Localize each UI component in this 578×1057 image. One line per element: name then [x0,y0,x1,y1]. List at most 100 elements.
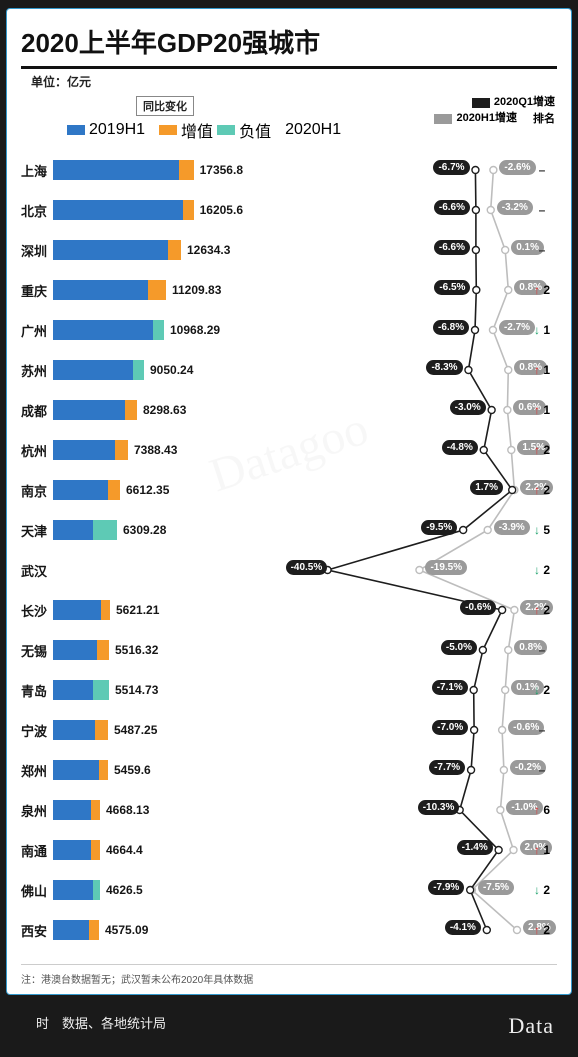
data-row: 武汉-40.5%-19.5%↓ 2 [21,550,557,590]
spark-cell: -10.3%-1.0% [321,790,531,830]
rank-change: ↓ 2 [527,683,557,697]
spark-cell: -4.1%2.8% [321,910,531,950]
rank-change: ↑ 2 [527,603,557,617]
spark-cell: -6.8%-2.7% [321,310,531,350]
bar-base [53,200,183,220]
bar-delta [125,400,137,420]
bar-value: 4626.5 [106,883,143,897]
city-label: 长沙 [21,601,53,620]
rank-change: ↑ 2 [527,283,557,297]
q1-pill: -7.9% [428,880,464,895]
data-row: 长沙5621.21-0.6%2.2%↑ 2 [21,590,557,630]
bar: 10968.29 [53,320,243,340]
footnote: 注：港澳台数据暂无；武汉暂未公布2020年具体数据 [21,964,557,986]
bar: 7388.43 [53,440,243,460]
legend-change-box: 同比变化 [136,96,194,116]
spark-cell: -7.9% -7.5% [321,870,531,910]
bar-value: 6309.28 [123,523,166,537]
bar-value: 16205.6 [200,203,243,217]
city-label: 泉州 [21,801,53,820]
rank-change: ↑ 6 [527,803,557,817]
bar: 6612.35 [53,480,243,500]
spark-cell: -6.6%0.1% [321,230,531,270]
q1-pill: -6.6% [434,200,470,215]
bar-base [53,320,153,340]
footer-source: 时 数据、各地统计局 [36,1013,166,1039]
city-label: 郑州 [21,761,53,780]
bar: 4664.4 [53,840,243,860]
spark-cell: -5.0%0.8% [321,630,531,670]
legend-2020h1: 2020H1 [285,121,341,139]
bar-value: 4668.13 [106,803,149,817]
bar-delta [108,480,120,500]
city-label: 宁波 [21,721,53,740]
bar: 4626.5 [53,880,243,900]
bar-delta [148,280,166,300]
swatch-h1 [434,114,452,124]
rank-change: ↑ 1 [527,403,557,417]
data-row: 宁波5487.25-7.0%-0.6%– [21,710,557,750]
bar-delta [91,840,100,860]
bar-delta [97,640,109,660]
q1-pill: -7.0% [432,720,468,735]
bar-delta [93,680,109,700]
bar: 5516.32 [53,640,243,660]
q1-pill: -0.6% [460,600,496,615]
swatch-gain [159,125,177,135]
bar-value: 11209.83 [172,283,221,297]
data-row: 重庆11209.83-6.5%0.8%↑ 2 [21,270,557,310]
rows-container: 上海17356.8-6.7%-2.6%–北京16205.6-6.6%-3.2%–… [21,150,557,950]
q1-pill: -8.3% [426,360,462,375]
bar: 16205.6 [53,200,243,220]
q1-pill: -9.5% [421,520,457,535]
h1-pill: -19.5% [425,560,467,575]
bar-base [53,280,148,300]
q1-pill: -40.5% [286,560,328,575]
legend-h1: 2020H1增速 [456,111,517,126]
data-row: 西安4575.09-4.1%2.8%↑ 2 [21,910,557,950]
rank-change: ↓ 1 [527,323,557,337]
bar-value: 4664.4 [106,843,143,857]
city-label: 南通 [21,841,53,860]
bar-delta [179,160,193,180]
city-label: 成都 [21,401,53,420]
spark-cell: 1.7%2.2% [321,470,531,510]
rank-change: ↑ 1 [527,843,557,857]
bar-base [53,480,108,500]
q1-pill: -10.3% [418,800,460,815]
data-row: 南通4664.4-1.4%2.0%↑ 1 [21,830,557,870]
data-row: 佛山4626.5-7.9%-7.5%↓ 2 [21,870,557,910]
bar: 4668.13 [53,800,243,820]
rank-change: ↑ 2 [527,443,557,457]
swatch-q1 [472,98,490,108]
bar: 6309.28 [53,520,243,540]
bar-delta [133,360,144,380]
data-row: 郑州5459.6-7.7%-0.2%– [21,750,557,790]
bar-base [53,880,93,900]
spark-cell: -6.7%-2.6% [321,150,531,190]
legend-q1: 2020Q1增速 [494,95,555,110]
legend-area: 同比变化 2019H1 增值 负值 2020H1 2020Q1增速 2020H1… [21,96,557,142]
swatch-loss [217,125,235,135]
q1-pill: -4.8% [442,440,478,455]
city-label: 广州 [21,321,53,340]
h1-pill: -3.9% [494,520,530,535]
rank-change: – [527,203,557,217]
legend-loss: 负值 [239,118,271,142]
bar: 5459.6 [53,760,243,780]
spark-cell: -9.5% -3.9% [321,510,531,550]
bar-delta [153,320,164,340]
q1-pill: -7.7% [429,760,465,775]
rank-change: ↓ 2 [527,883,557,897]
data-row: 成都8298.63-3.0%0.6%↑ 1 [21,390,557,430]
bar-value: 5459.6 [114,763,151,777]
bar-value: 5487.25 [114,723,157,737]
bar-base [53,840,91,860]
q1-pill: -6.8% [433,320,469,335]
bar-base [53,520,93,540]
bar [53,560,243,580]
data-row: 无锡5516.32-5.0%0.8%– [21,630,557,670]
bar: 11209.83 [53,280,243,300]
data-row: 上海17356.8-6.7%-2.6%– [21,150,557,190]
h1-pill: -7.5% [478,880,514,895]
